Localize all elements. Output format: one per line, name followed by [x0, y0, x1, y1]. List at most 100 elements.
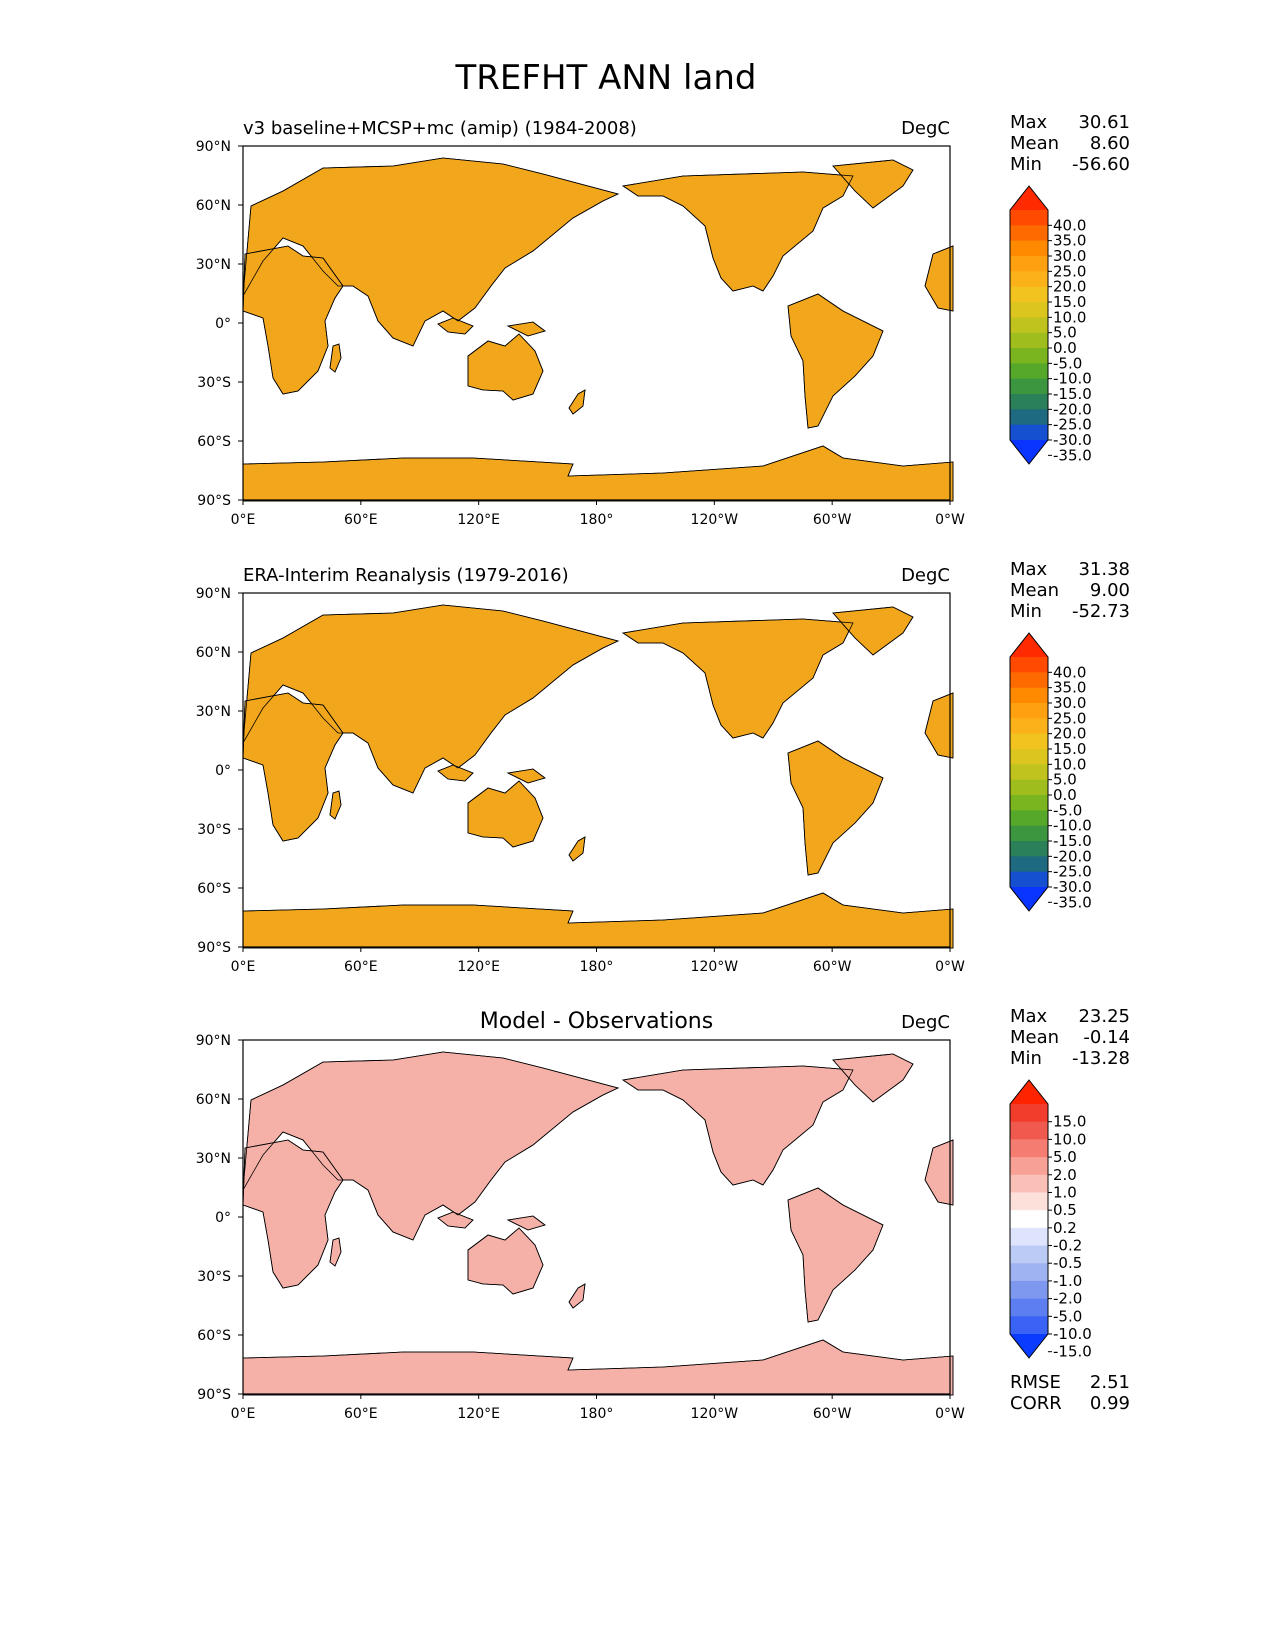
colorbar-tick-label: -20.0 [1053, 847, 1092, 865]
stat-value-min: -56.60 [1072, 154, 1130, 175]
colorbar-segment [1010, 256, 1048, 272]
panel-2: ERA-Interim Reanalysis (1979-2016) DegC 90… [196, 559, 1130, 975]
lon-tick-label: 0°E [231, 1406, 256, 1422]
panel-title: v3 baseline+MCSP+mc (amip) (1984-2008) [243, 118, 637, 139]
colorbar-segment [1010, 271, 1048, 288]
colorbar-tick-label: 0.2 [1053, 1219, 1077, 1237]
panel-1: v3 baseline+MCSP+mc (amip) (1984-2008) De… [196, 112, 1130, 528]
stat-label-min: Min [1010, 154, 1042, 175]
lat-tick-label: 30°N [196, 704, 231, 720]
colorbar-segment [1010, 733, 1048, 750]
colorbar-extend-max [1010, 1080, 1048, 1104]
colorbar-extend-max [1010, 186, 1048, 210]
stat-value-mean: 9.00 [1090, 580, 1130, 601]
colorbar-segment [1010, 394, 1048, 410]
colorbar-segment [1010, 825, 1048, 842]
colorbar-segment [1010, 210, 1048, 226]
lat-tick-label: 60°N [196, 645, 231, 661]
colorbar-tick-label: -15.0 [1053, 1343, 1092, 1361]
colorbar-segment [1010, 703, 1048, 719]
stat-label-mean: Mean [1010, 580, 1059, 601]
units-label: DegC [901, 1012, 950, 1033]
colorbar-tick-label: 40.0 [1053, 216, 1086, 234]
stat-label-max: Max [1010, 559, 1048, 580]
colorbar-segment [1010, 286, 1048, 303]
colorbar-extend-min [1010, 1334, 1048, 1358]
lon-tick-label: 180° [580, 512, 614, 528]
colorbar-tick-label: 30.0 [1053, 247, 1086, 265]
colorbar-segment [1010, 1104, 1048, 1123]
stat-value-max: 23.25 [1078, 1006, 1130, 1027]
colorbar-segment [1010, 378, 1048, 395]
lon-tick-label: 120°E [457, 959, 500, 975]
lon-tick-label: 0°E [231, 959, 256, 975]
lon-tick-label: 60°E [344, 512, 378, 528]
colorbar-extend-max [1010, 633, 1048, 657]
colorbar-segment [1010, 749, 1048, 765]
lon-tick-label: 60°W [813, 1406, 852, 1422]
colorbar-tick-label: 35.0 [1053, 679, 1086, 697]
lon-tick-label: 180° [580, 959, 614, 975]
colorbar-tick-label: 30.0 [1053, 694, 1086, 712]
colorbar-tick-label: -0.2 [1053, 1237, 1082, 1255]
colorbar-tick-label: 1.0 [1053, 1183, 1077, 1201]
colorbar: 40.035.030.025.020.015.010.05.00.0-5.0-1… [1009, 632, 1092, 912]
lat-tick-label: 90°N [196, 139, 231, 155]
colorbar-tick-label: -20.0 [1053, 400, 1092, 418]
colorbar-segment [1010, 810, 1048, 827]
colorbar-tick-label: 5.0 [1053, 324, 1077, 342]
lat-tick-label: 60°S [197, 881, 231, 897]
lat-tick-label: 60°S [197, 434, 231, 450]
colorbar-tick-label: -5.0 [1053, 354, 1082, 372]
colorbar-segment [1010, 871, 1048, 888]
colorbar-tick-label: 40.0 [1053, 663, 1086, 681]
lat-tick-label: 60°S [197, 1328, 231, 1344]
colorbar-tick-label: -35.0 [1053, 446, 1092, 464]
colorbar-tick-label: -10.0 [1053, 817, 1092, 835]
colorbar: 40.035.030.025.020.015.010.05.00.0-5.0-1… [1009, 185, 1092, 465]
stat-label-max: Max [1010, 112, 1048, 133]
colorbar-segment [1010, 841, 1048, 857]
colorbar-tick-label: 5.0 [1053, 771, 1077, 789]
map-area [242, 592, 954, 949]
stat-value-mean: -0.14 [1083, 1027, 1130, 1048]
lat-tick-label: 90°N [196, 586, 231, 602]
colorbar-tick-label: -25.0 [1053, 416, 1092, 434]
lat-tick-label: 60°N [196, 1092, 231, 1108]
stat-label-min: Min [1010, 1048, 1042, 1069]
colorbar-segment [1010, 1174, 1048, 1193]
stat-label-rmse: RMSE [1010, 1372, 1061, 1393]
lon-tick-label: 120°E [457, 512, 500, 528]
colorbar-tick-label: -30.0 [1053, 878, 1092, 896]
colorbar-tick-label: -30.0 [1053, 431, 1092, 449]
lat-tick-label: 30°N [196, 257, 231, 273]
units-label: DegC [901, 565, 950, 586]
colorbar-segment [1010, 363, 1048, 380]
colorbar-segment [1010, 1316, 1048, 1335]
colorbar-segment [1010, 409, 1048, 426]
colorbar-tick-label: -35.0 [1053, 893, 1092, 911]
lon-tick-label: 60°E [344, 1406, 378, 1422]
colorbar-segment [1010, 779, 1048, 796]
units-label: DegC [901, 118, 950, 139]
colorbar-tick-label: 25.0 [1053, 262, 1086, 280]
lat-tick-label: 90°S [197, 940, 231, 956]
lat-tick-label: 90°S [197, 493, 231, 509]
colorbar-tick-label: 0.5 [1053, 1201, 1077, 1219]
colorbar-segment [1010, 657, 1048, 673]
colorbar-segment [1010, 1157, 1048, 1176]
colorbar-segment [1010, 1210, 1048, 1229]
stat-label-mean: Mean [1010, 1027, 1059, 1048]
colorbar-tick-label: 2.0 [1053, 1166, 1077, 1184]
colorbar-extend-min [1010, 440, 1048, 464]
colorbar-tick-label: -2.0 [1053, 1290, 1082, 1308]
colorbar-tick-label: 0.0 [1053, 786, 1077, 804]
colorbar-segment [1010, 1263, 1048, 1282]
colorbar-tick-label: 10.0 [1053, 1130, 1086, 1148]
colorbar-tick-label: 35.0 [1053, 232, 1086, 250]
colorbar-segment [1010, 672, 1048, 689]
lat-tick-label: 0° [215, 316, 231, 332]
colorbar-segment [1010, 348, 1048, 364]
colorbar-segment [1010, 1280, 1048, 1300]
